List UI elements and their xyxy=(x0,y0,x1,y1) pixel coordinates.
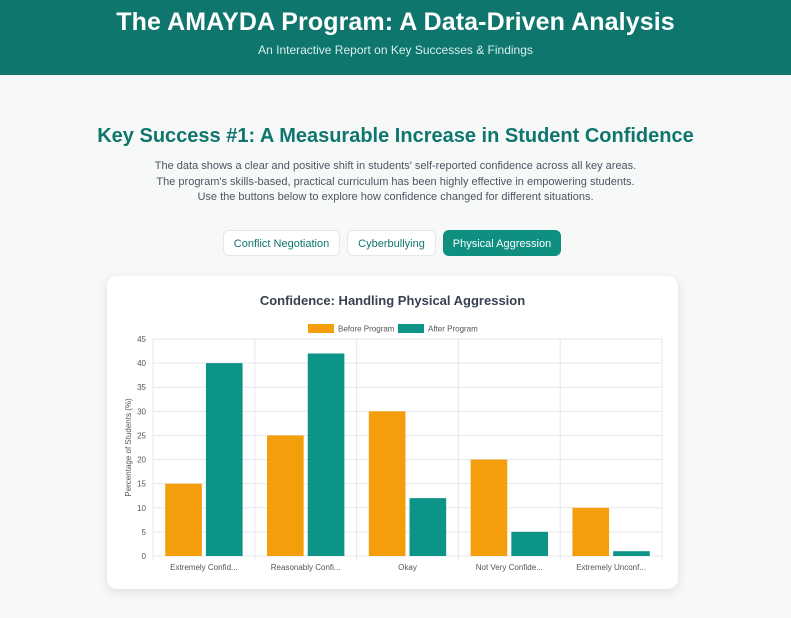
cyberbullying-button[interactable]: Cyberbullying xyxy=(347,230,436,256)
x-tick-label: Okay xyxy=(398,563,417,572)
page-header: The AMAYDA Program: A Data-Driven Analys… xyxy=(0,0,791,75)
description-line-1: The data shows a clear and positive shif… xyxy=(154,160,637,172)
page-title: The AMAYDA Program: A Data-Driven Analys… xyxy=(116,8,675,36)
y-tick-label: 25 xyxy=(137,431,146,440)
physical-aggression-button[interactable]: Physical Aggression xyxy=(443,230,561,256)
bar-chart: 0 5 10 15 20 25 30 35 40 45 Extremely Confid... Rea… xyxy=(124,324,663,572)
y-tick-label: 10 xyxy=(137,504,146,513)
bar-before xyxy=(267,435,304,556)
y-tick-label: 15 xyxy=(137,480,146,489)
legend-swatch-after xyxy=(398,324,424,333)
y-axis-label: Percentage of Students (%) xyxy=(124,398,133,497)
x-tick-label: Extremely Confid... xyxy=(170,563,238,572)
bar-before xyxy=(165,483,202,556)
conflict-negotiation-button[interactable]: Conflict Negotiation xyxy=(223,230,340,256)
bar-after xyxy=(205,363,243,556)
y-tick-label: 20 xyxy=(137,456,146,465)
bar-before xyxy=(470,459,508,556)
bar-after xyxy=(613,551,650,556)
x-tick-label: Not Very Confide... xyxy=(476,563,543,572)
category-button-group: Conflict Negotiation Cyberbullying Physi… xyxy=(0,230,791,256)
legend-label-before: Before Program xyxy=(338,325,395,334)
legend-label-after: After Program xyxy=(428,325,478,334)
y-tick-label: 40 xyxy=(137,359,146,368)
section-title: Key Success #1: A Measurable Increase in… xyxy=(97,125,694,147)
y-tick-label: 5 xyxy=(142,528,147,537)
y-tick-label: 35 xyxy=(137,383,146,392)
chart-card: Confidence: Handling Physical Aggression… xyxy=(107,276,678,589)
bar-after xyxy=(511,531,548,556)
x-tick-label: Reasonably Confi... xyxy=(271,563,341,572)
description-line-3: Use the buttons below to explore how con… xyxy=(197,191,594,203)
chart-title: Confidence: Handling Physical Aggression xyxy=(259,293,526,308)
y-tick-label: 30 xyxy=(137,407,146,416)
bar-before xyxy=(572,507,610,556)
legend-swatch-before xyxy=(308,324,334,333)
description-line-2: The program's skills-based, practical cu… xyxy=(156,176,635,188)
y-tick-label: 0 xyxy=(142,552,147,561)
page-subtitle: An Interactive Report on Key Successes &… xyxy=(258,43,533,57)
y-tick-label: 45 xyxy=(137,335,146,344)
bar-after xyxy=(307,353,345,556)
x-tick-label: Extremely Unconf... xyxy=(576,563,646,572)
bar-before xyxy=(368,411,406,556)
bar-after xyxy=(409,498,447,556)
